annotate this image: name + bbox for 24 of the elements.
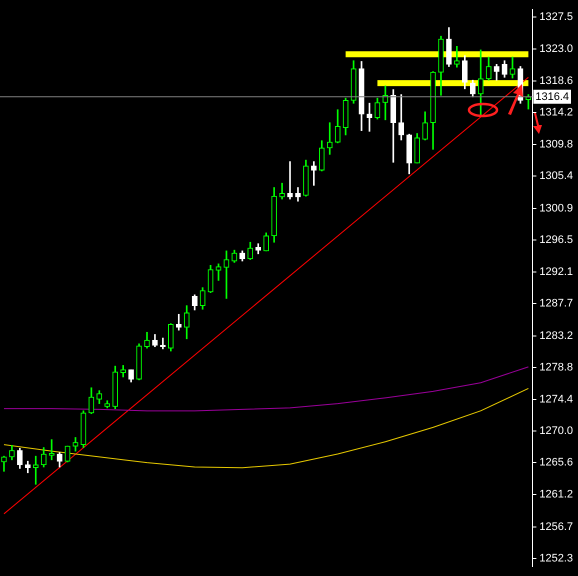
y-tick-label: 1287.7 xyxy=(539,298,574,310)
y-tick-label: 1261.2 xyxy=(539,488,574,500)
y-tick-label: 1265.6 xyxy=(539,456,574,469)
y-tick-label: 1314.2 xyxy=(539,106,574,119)
ref-line-label: 1316.4 xyxy=(535,90,570,103)
candlestick xyxy=(366,102,372,132)
y-tick-label: 1256.7 xyxy=(539,520,574,533)
y-tick-label: 1252.3 xyxy=(539,552,574,565)
y-tick-label: 1296.5 xyxy=(539,234,574,246)
y-tick-label: 1309.8 xyxy=(539,138,574,150)
y-tick-label: 1278.8 xyxy=(539,362,574,374)
y-tick-label: 1283.2 xyxy=(539,330,574,342)
y-tick-label: 1270.0 xyxy=(539,425,574,438)
y-tick-label: 1292.1 xyxy=(539,266,574,278)
candlestick xyxy=(279,182,285,200)
y-tick-label: 1323.0 xyxy=(539,43,574,56)
candlestick xyxy=(216,264,222,281)
y-tick-label: 1318.6 xyxy=(539,74,574,87)
y-tick-label: 1274.4 xyxy=(539,393,574,406)
y-tick-label: 1305.4 xyxy=(539,170,574,182)
candlestick xyxy=(224,250,230,299)
candlestick xyxy=(287,161,293,200)
y-tick-label: 1300.9 xyxy=(539,202,574,214)
y-tick-label: 1327.5 xyxy=(539,10,574,23)
